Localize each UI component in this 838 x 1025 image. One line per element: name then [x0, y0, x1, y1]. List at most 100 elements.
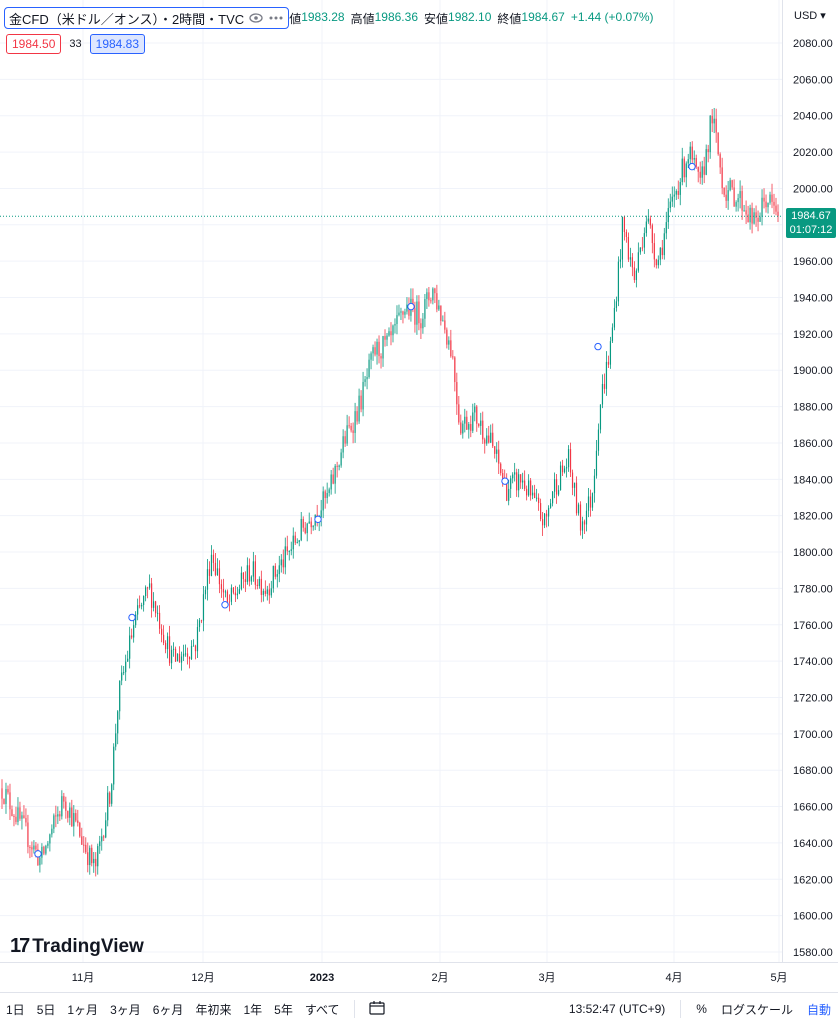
candle — [406, 304, 408, 312]
candle — [472, 412, 474, 431]
candle — [480, 420, 482, 426]
candle — [442, 320, 444, 322]
candle — [677, 190, 679, 195]
candle — [673, 194, 675, 197]
candle — [625, 231, 627, 237]
event-marker[interactable] — [221, 601, 229, 609]
candle — [520, 474, 522, 483]
candle — [579, 504, 582, 531]
candle — [174, 648, 177, 662]
candle — [623, 216, 625, 232]
timeframe-5d[interactable]: 5日 — [36, 1002, 56, 1017]
candle — [679, 182, 681, 195]
candle — [228, 601, 231, 603]
eye-icon[interactable] — [248, 10, 264, 26]
timeframe-ytd[interactable]: 年初来 — [195, 1002, 232, 1017]
candle — [33, 845, 35, 850]
timeframe-5y[interactable]: 5年 — [274, 1002, 293, 1017]
candle — [69, 807, 71, 818]
timeframe-1y[interactable]: 1年 — [243, 1002, 263, 1017]
event-marker[interactable] — [314, 515, 322, 524]
candle — [540, 503, 542, 520]
candle — [306, 523, 308, 534]
time-tick-label: 3月 — [538, 972, 555, 984]
bid-price[interactable]: 1984.50 — [6, 34, 62, 54]
price-tick-label: 1700.00 — [793, 729, 833, 741]
timeframe-1m[interactable]: 1ヶ月 — [67, 1002, 99, 1017]
candle — [194, 645, 197, 652]
candle — [747, 214, 749, 223]
price-tick-label: 1800.00 — [793, 547, 833, 559]
candle — [452, 356, 454, 358]
candle — [296, 542, 298, 544]
candle — [348, 425, 350, 427]
event-marker[interactable] — [128, 613, 136, 622]
percent-toggle[interactable]: % — [696, 1002, 707, 1016]
price-tick-label: 1680.00 — [793, 765, 833, 777]
candle — [607, 361, 610, 365]
symbol-legend: 金CFD（米ドル／オンス）・2時間・TVC 値 1983.28 高値 1986.… — [4, 7, 654, 29]
candle — [589, 496, 592, 508]
candle — [731, 180, 733, 188]
candle — [390, 331, 392, 336]
candle — [663, 233, 665, 256]
timeframe-all[interactable]: すべて — [304, 1002, 340, 1017]
candle — [81, 836, 83, 845]
event-marker[interactable] — [501, 477, 509, 485]
candle — [352, 430, 354, 433]
log-scale-toggle[interactable]: ログスケール — [720, 1002, 793, 1017]
chart-grid — [0, 0, 782, 962]
price-chart[interactable]: 2080.002060.002040.002020.002000.001980.… — [0, 0, 838, 990]
candle — [745, 210, 747, 215]
more-icon[interactable] — [268, 10, 284, 26]
candle — [356, 411, 358, 422]
symbol-title-box[interactable]: 金CFD（米ドル／オンス）・2時間・TVC — [4, 7, 290, 29]
candle — [502, 473, 504, 479]
candle — [707, 149, 709, 153]
candle — [400, 311, 402, 313]
symbol-title[interactable]: 金CFD（米ドル／オンス）・2時間・TVC — [9, 11, 245, 27]
event-marker[interactable] — [407, 302, 415, 311]
price-axis[interactable]: 2080.002060.002040.002020.002000.001980.… — [782, 0, 833, 962]
time-axis[interactable]: 11月 12月 2023 2月 3月 4月 5月 — [0, 962, 838, 985]
ask-price[interactable]: 1984.83 — [89, 34, 146, 54]
brand-name: TradingView — [32, 935, 144, 957]
candle — [725, 194, 727, 201]
candle — [553, 479, 556, 492]
candle — [93, 858, 95, 864]
tradingview-logo[interactable]: 17 TradingView — [10, 935, 144, 958]
clock[interactable]: 13:52:47 (UTC+9) — [568, 1002, 666, 1016]
candle — [276, 574, 278, 577]
timeframe-3m[interactable]: 3ヶ月 — [110, 1002, 141, 1017]
event-marker[interactable] — [688, 162, 696, 171]
candle — [613, 307, 616, 328]
candle — [428, 292, 430, 301]
candle — [426, 292, 428, 299]
candle — [569, 449, 572, 473]
candle — [338, 465, 340, 467]
event-marker[interactable] — [594, 342, 602, 351]
candle — [715, 118, 717, 133]
auto-scale-toggle[interactable]: 自動 — [806, 1002, 831, 1017]
candle — [97, 846, 99, 867]
candle — [15, 816, 17, 822]
candle — [328, 489, 330, 493]
bar-countdown: 01:07:12 — [789, 224, 833, 236]
candle — [719, 154, 721, 168]
candle — [635, 270, 637, 281]
candle — [23, 815, 25, 819]
candle — [585, 510, 588, 525]
candle — [434, 288, 436, 294]
candle — [603, 383, 606, 389]
candle — [611, 327, 614, 342]
price-tick-label: 2020.00 — [793, 147, 833, 159]
currency-selector[interactable]: USD ▾ — [794, 9, 826, 22]
candle — [280, 559, 282, 566]
date-range-icon[interactable] — [363, 1000, 391, 1018]
candle — [310, 521, 312, 528]
timeframe-1d[interactable]: 1日 — [6, 1002, 25, 1017]
candle — [414, 308, 416, 325]
timeframe-6m[interactable]: 6ヶ月 — [152, 1002, 184, 1017]
last-price-label: 1984.67 01:07:12 — [786, 208, 836, 238]
event-marker[interactable] — [34, 850, 42, 858]
